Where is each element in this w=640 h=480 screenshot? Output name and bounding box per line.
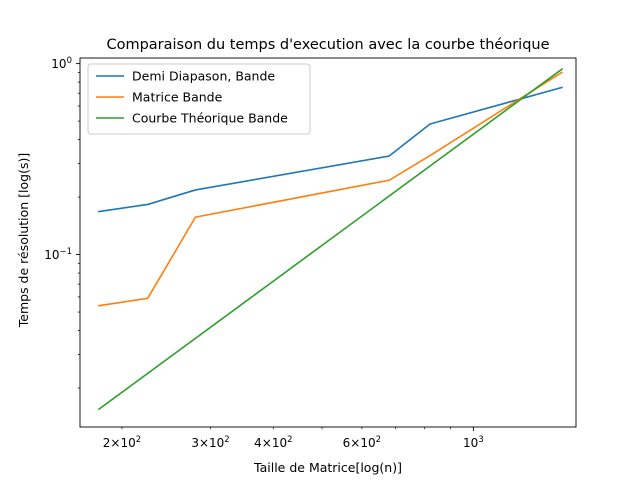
legend-entry-1: Demi Diapason, Bande <box>132 69 275 84</box>
series-line-2 <box>98 71 564 307</box>
plot-area <box>79 57 577 428</box>
y-axis-label: Temps de résolution [log(s)] <box>16 153 31 329</box>
x-axis: 103 2×102 3×102 4×102 6×102 <box>103 427 484 450</box>
legend-box <box>87 63 311 135</box>
y-tick-label: 10−1 <box>44 247 72 262</box>
legend: Demi Diapason, Bande Matrice Bande Courbe … <box>87 63 311 135</box>
series-line-3 <box>97 68 564 411</box>
legend-entry-2: Matrice Bande <box>132 90 223 105</box>
series-line-1 <box>98 86 563 213</box>
x-tick-label: 103 <box>463 435 484 450</box>
x-tick-label: 4×102 <box>254 435 292 450</box>
y-tick-label: 100 <box>51 56 72 71</box>
chart-title: Comparaison du temps d'execution avec la… <box>106 37 549 53</box>
x-tick-label: 2×102 <box>103 435 141 450</box>
x-axis-label: Taille de Matrice[log(n)] <box>253 460 402 475</box>
x-tick-label: 6×102 <box>343 435 381 450</box>
legend-entry-3: Courbe Théorique Bande <box>132 111 288 126</box>
x-tick-label: 3×102 <box>191 435 229 450</box>
y-axis: 10−1 100 <box>44 56 80 389</box>
plot-frame <box>79 57 577 428</box>
